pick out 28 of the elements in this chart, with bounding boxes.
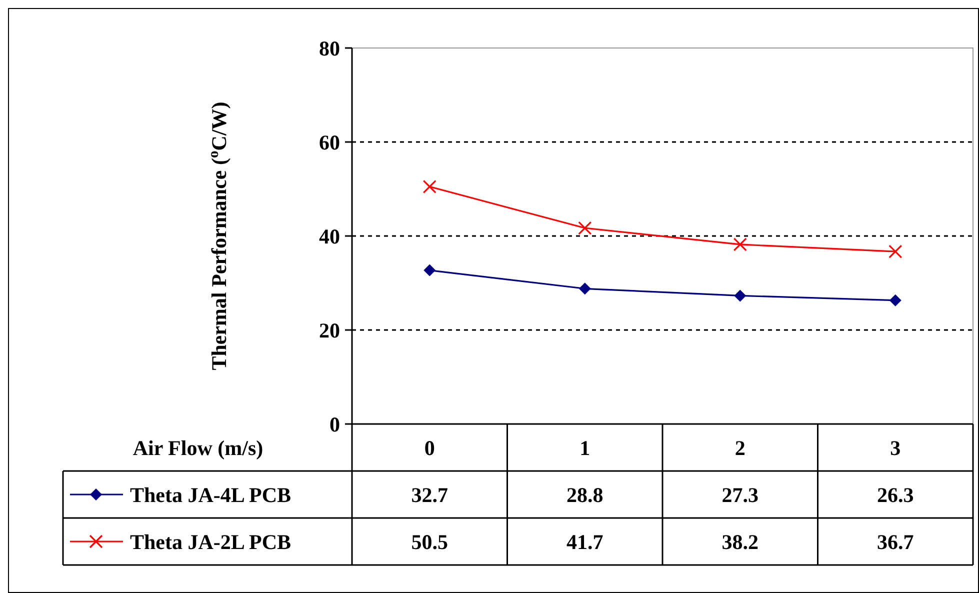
data-label: 36.7 <box>877 530 914 554</box>
point <box>734 290 746 302</box>
x-tick-label: 1 <box>580 436 590 460</box>
y-tick-label: 60 <box>319 130 340 154</box>
data-label: 38.2 <box>722 530 758 554</box>
legend-label: Theta JA-4L PCB <box>130 482 292 507</box>
legend-label: Theta JA-2L PCB <box>130 530 292 554</box>
x-tick-label: 2 <box>734 436 746 460</box>
data-label: 28.8 <box>566 482 604 507</box>
data-label: 41.7 <box>566 530 604 554</box>
point <box>578 221 592 235</box>
y-tick-label: 0 <box>330 412 340 436</box>
data-label: 50.5 <box>411 530 448 554</box>
point <box>889 294 902 306</box>
x-axis-title: Air Flow (m/s) <box>132 436 264 460</box>
data-label: 32.7 <box>411 482 448 507</box>
x-tick-label: 3 <box>890 436 901 460</box>
x-tick-label: 0 <box>424 436 435 460</box>
point <box>888 244 902 258</box>
y-tick-label: 40 <box>319 224 340 248</box>
point <box>733 238 747 252</box>
point <box>424 264 436 276</box>
data-label: 26.3 <box>877 482 914 507</box>
y-tick-label: 20 <box>319 318 340 342</box>
point <box>578 282 591 295</box>
point <box>422 180 436 194</box>
data-label: 27.3 <box>722 482 758 507</box>
y-tick-label: 80 <box>319 36 340 60</box>
